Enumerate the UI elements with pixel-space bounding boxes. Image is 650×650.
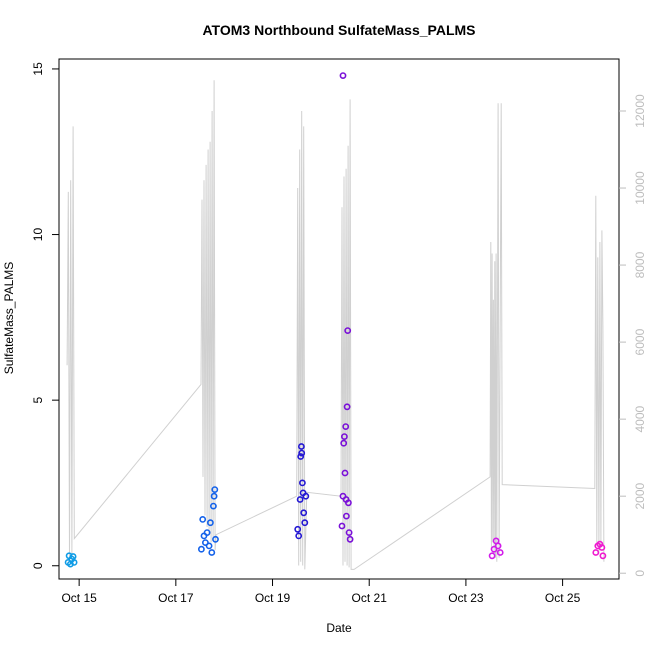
data-point — [339, 72, 347, 79]
chart-title: ATOM3 Northbound SulfateMass_PALMS — [202, 22, 475, 38]
y2-tick-label: 2000 — [633, 483, 647, 510]
data-point — [343, 403, 351, 411]
y2-tick-label: 6000 — [633, 328, 647, 355]
y-tick-label: 5 — [31, 396, 45, 403]
data-point — [70, 559, 78, 566]
data-point — [69, 553, 77, 560]
x-tick-label: Oct 21 — [352, 591, 388, 605]
x-tick-label: Oct 25 — [545, 591, 581, 605]
x-tick-label: Oct 19 — [255, 591, 291, 605]
x-tick-label: Oct 15 — [61, 591, 97, 605]
y2-tick-label: 10000 — [633, 171, 647, 205]
data-point — [211, 486, 219, 493]
x-axis-label: Date — [326, 621, 352, 635]
plot-frame — [58, 58, 620, 580]
data-point — [344, 499, 352, 507]
data-point — [592, 549, 600, 556]
data-point — [496, 549, 504, 556]
data-point — [199, 516, 207, 523]
y-axis-label: SulfateMass_PALMS — [2, 262, 16, 375]
data-point — [296, 496, 304, 503]
data-point — [297, 443, 305, 450]
data-point — [212, 535, 219, 543]
y-tick-label: 0 — [31, 562, 45, 569]
data-point — [295, 532, 303, 540]
data-point — [342, 423, 350, 430]
data-point — [298, 479, 306, 487]
data-point — [342, 512, 350, 520]
data-point — [344, 327, 352, 334]
data-point — [298, 449, 306, 457]
data-point — [340, 439, 348, 447]
data-point — [302, 492, 310, 500]
data-point — [208, 549, 216, 556]
axis-layer: Oct 15 Oct 17 Oct 19 Oct 21 Oct 23 Oct 25 0 5 10… — [31, 62, 647, 605]
data-point — [203, 529, 211, 536]
data-point — [205, 542, 213, 550]
data-point — [206, 519, 214, 527]
x-tick-label: Oct 23 — [448, 591, 484, 605]
data-point — [345, 529, 353, 536]
y-tick-label: 10 — [31, 228, 45, 242]
data-point — [341, 469, 349, 477]
y2-tick-label: 0 — [633, 570, 647, 577]
x-tick-label: Oct 17 — [158, 591, 194, 605]
data-point — [297, 453, 305, 460]
line-layer — [66, 80, 605, 570]
y-tick-label: 15 — [31, 62, 45, 76]
data-point — [346, 535, 354, 543]
data-point — [210, 492, 218, 500]
data-point — [494, 542, 502, 550]
point-layer — [64, 72, 607, 568]
y2-tick-label: 4000 — [633, 405, 647, 432]
data-point — [301, 519, 309, 527]
series-line — [66, 80, 605, 570]
data-point — [490, 545, 498, 553]
data-point — [340, 433, 348, 440]
data-point — [598, 544, 606, 551]
data-point — [197, 545, 205, 553]
y2-tick-label: 12000 — [633, 94, 647, 128]
y2-tick-label: 8000 — [633, 251, 647, 278]
data-point — [201, 539, 209, 546]
data-point — [294, 525, 302, 533]
data-point — [338, 522, 346, 530]
data-point — [599, 552, 607, 560]
data-point — [209, 502, 217, 510]
data-point — [300, 509, 308, 517]
data-point — [488, 552, 496, 560]
